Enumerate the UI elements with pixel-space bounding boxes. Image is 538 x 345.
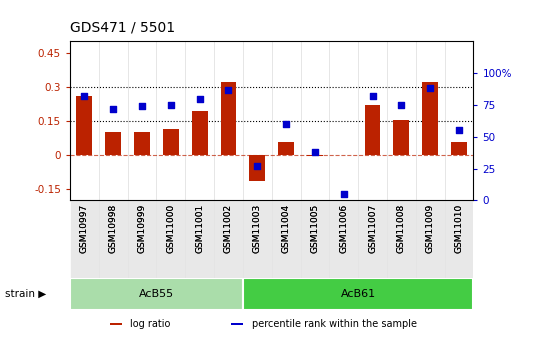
Point	[195, 96, 204, 101]
Bar	[221, 82, 236, 155]
Bar	[99, 200, 128, 278]
Bar	[307, 155, 323, 156]
Bar	[214, 200, 243, 278]
Point	[80, 93, 89, 99]
Text: GSM11007: GSM11007	[368, 204, 377, 254]
Point	[167, 102, 175, 108]
Point	[282, 121, 291, 127]
Text: GSM10997: GSM10997	[80, 204, 89, 254]
Text: GSM11008: GSM11008	[397, 204, 406, 254]
Point	[109, 106, 117, 111]
Text: percentile rank within the sample: percentile rank within the sample	[252, 319, 416, 329]
Point	[426, 86, 435, 91]
Bar	[278, 142, 294, 155]
Text: GSM11006: GSM11006	[339, 204, 348, 254]
Text: GSM11003: GSM11003	[253, 204, 262, 254]
Text: GSM11009: GSM11009	[426, 204, 435, 254]
Bar	[387, 200, 416, 278]
Bar	[422, 82, 438, 155]
Bar	[451, 142, 467, 155]
Bar	[134, 132, 150, 155]
Text: log ratio: log ratio	[130, 319, 171, 329]
Bar	[243, 200, 272, 278]
Text: GSM10997: GSM10997	[80, 204, 89, 254]
Bar	[301, 200, 329, 278]
Bar	[163, 129, 179, 155]
Text: AcB55: AcB55	[139, 289, 174, 299]
Bar	[416, 200, 444, 278]
Point	[253, 163, 261, 169]
Text: AcB61: AcB61	[341, 289, 376, 299]
Bar	[70, 278, 243, 310]
Point	[368, 93, 377, 99]
Text: GSM11007: GSM11007	[368, 204, 377, 254]
Bar	[393, 120, 409, 155]
Point	[224, 87, 233, 92]
Bar	[105, 132, 121, 155]
Text: GSM11008: GSM11008	[397, 204, 406, 254]
Text: GSM10998: GSM10998	[109, 204, 118, 254]
Text: GSM10999: GSM10999	[138, 204, 146, 254]
Text: GSM10998: GSM10998	[109, 204, 118, 254]
Bar	[329, 200, 358, 278]
Text: GSM11001: GSM11001	[195, 204, 204, 254]
Bar	[128, 200, 157, 278]
Text: GSM11010: GSM11010	[455, 204, 464, 254]
Text: GSM11001: GSM11001	[195, 204, 204, 254]
Bar	[444, 200, 473, 278]
Text: GDS471 / 5501: GDS471 / 5501	[70, 20, 175, 34]
Text: GSM10999: GSM10999	[138, 204, 146, 254]
Text: GSM11004: GSM11004	[281, 204, 291, 253]
Point	[138, 104, 146, 109]
Text: GSM11009: GSM11009	[426, 204, 435, 254]
Text: GSM11000: GSM11000	[166, 204, 175, 254]
Bar	[185, 200, 214, 278]
Text: GSM11005: GSM11005	[310, 204, 320, 254]
Point	[397, 102, 406, 108]
Text: GSM11010: GSM11010	[455, 204, 464, 254]
Text: GSM11003: GSM11003	[253, 204, 262, 254]
Text: GSM11005: GSM11005	[310, 204, 320, 254]
Text: GSM11002: GSM11002	[224, 204, 233, 253]
Bar	[243, 278, 473, 310]
Text: GSM11004: GSM11004	[281, 204, 291, 253]
Bar	[249, 155, 265, 181]
Point	[455, 128, 463, 133]
Bar	[157, 200, 185, 278]
Text: GSM11000: GSM11000	[166, 204, 175, 254]
Point	[339, 191, 348, 197]
Bar	[76, 96, 93, 155]
Bar	[365, 105, 380, 155]
Text: GSM11006: GSM11006	[339, 204, 348, 254]
Bar	[272, 200, 301, 278]
Text: strain ▶: strain ▶	[5, 289, 47, 299]
Bar	[358, 200, 387, 278]
Bar	[70, 200, 99, 278]
Text: GSM11002: GSM11002	[224, 204, 233, 253]
Bar	[110, 323, 122, 325]
Point	[310, 149, 319, 155]
Bar	[192, 111, 208, 155]
Bar	[231, 323, 243, 325]
